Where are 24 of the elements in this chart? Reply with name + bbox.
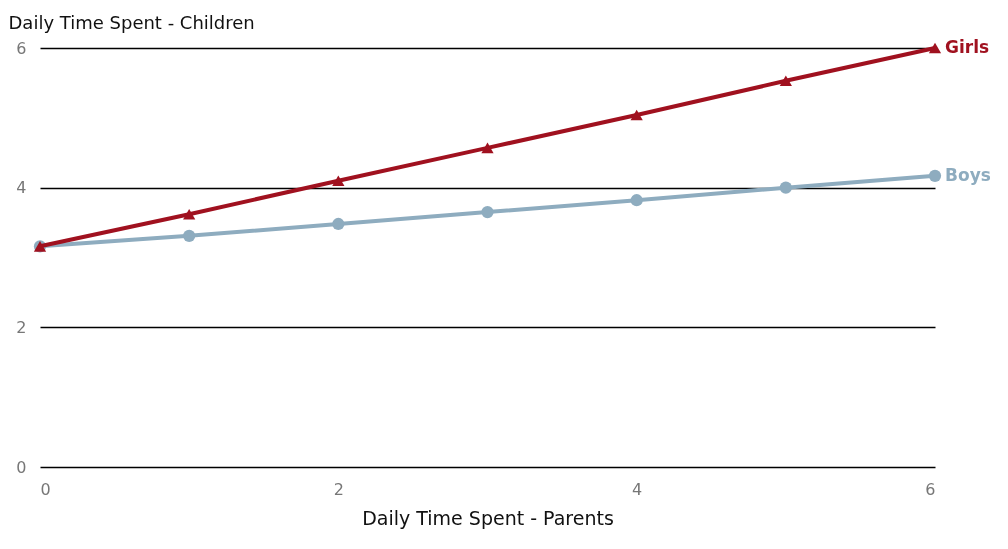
x-tick-label: 6: [925, 479, 936, 499]
point: [183, 208, 196, 220]
point: [183, 229, 196, 242]
x-tick-label: 0: [40, 479, 51, 499]
y-tick-label: 4: [16, 178, 27, 198]
point: [481, 206, 494, 219]
series-label: Girls: [945, 37, 990, 57]
point: [928, 169, 942, 182]
y-tick-label: 0: [16, 457, 27, 477]
point: [332, 217, 345, 231]
point: [630, 109, 643, 121]
point: [481, 142, 494, 154]
x-tick-label: 4: [632, 479, 643, 499]
y-tick-label: 2: [16, 317, 27, 337]
point: [630, 194, 643, 207]
x-axis-title: Daily Time Spent - Parents: [362, 506, 614, 529]
point: [779, 75, 792, 87]
x-tick-label: 2: [333, 479, 344, 499]
point: [928, 42, 942, 54]
point: [779, 181, 792, 194]
series-label: Boys: [945, 164, 991, 185]
point: [332, 175, 345, 186]
y-axis-title: Daily Time Spent - Children: [8, 11, 255, 33]
y-tick-label: 6: [16, 38, 27, 58]
